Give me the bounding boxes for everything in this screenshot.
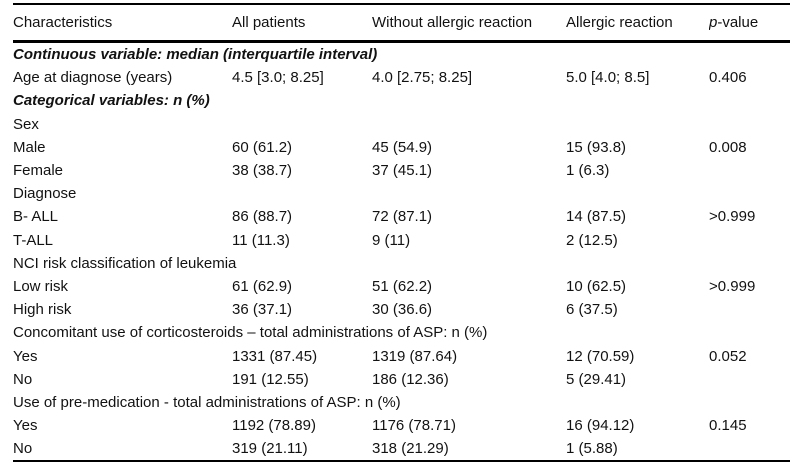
cell-all-patients: 319 (21.11) [232, 440, 308, 458]
table-row: No 191 (12.55) 186 (12.36) 5 (29.41) [13, 368, 790, 391]
cell-all-patients: 38 (38.7) [232, 162, 293, 180]
cell-without-allergic-reaction: 1319 (87.64) [372, 347, 458, 365]
cell-all-patients: 60 (61.2) [232, 138, 293, 156]
section-label: Concomitant use of corticosteroids – tot… [13, 324, 488, 342]
cell-characteristic: Yes [13, 347, 38, 365]
section-row: Categorical variables: n (%) [13, 89, 790, 112]
section-label: Continuous variable: median (interquarti… [13, 46, 378, 64]
cell-all-patients: 191 (12.55) [232, 370, 309, 388]
cell-allergic-reaction: 1 (6.3) [566, 162, 610, 180]
cell-characteristic: High risk [13, 301, 72, 319]
cell-characteristic: Male [13, 138, 46, 156]
section-row: Use of pre-medication - total administra… [13, 391, 790, 414]
cell-allergic-reaction: 6 (37.5) [566, 301, 618, 319]
cell-allergic-reaction: 15 (93.8) [566, 138, 627, 156]
table-row: Age at diagnose (years) 4.5 [3.0; 8.25] 4.… [13, 66, 790, 89]
characteristics-table: Characteristics All patients Without aller… [13, 3, 790, 463]
table-header-row: Characteristics All patients Without aller… [13, 4, 790, 42]
column-header-p-value: p-value [709, 14, 759, 31]
section-row: NCI risk classification of leukemia [13, 252, 790, 275]
cell-allergic-reaction: 5.0 [4.0; 8.5] [566, 69, 650, 87]
cell-all-patients: 61 (62.9) [232, 277, 293, 295]
cell-without-allergic-reaction: 30 (36.6) [372, 301, 433, 319]
section-label: Diagnose [13, 185, 77, 203]
cell-all-patients: 36 (37.1) [232, 301, 293, 319]
cell-all-patients: 86 (88.7) [232, 208, 293, 226]
cell-without-allergic-reaction: 72 (87.1) [372, 208, 433, 226]
cell-p-value [709, 298, 790, 321]
cell-without-allergic-reaction: 186 (12.36) [372, 370, 449, 388]
table-header: Characteristics All patients Without aller… [13, 4, 790, 42]
section-row: Sex [13, 113, 790, 136]
table-row: Low risk 61 (62.9) 51 (62.2) 10 (62.5) >0.99… [13, 275, 790, 298]
cell-characteristic: B- ALL [13, 208, 59, 226]
section-label: Categorical variables: n (%) [13, 92, 210, 110]
cell-all-patients: 1331 (87.45) [232, 347, 318, 365]
cell-all-patients: 11 (11.3) [232, 231, 290, 249]
cell-without-allergic-reaction: 318 (21.29) [372, 440, 449, 458]
section-label: NCI risk classification of leukemia [13, 254, 237, 272]
cell-allergic-reaction: 2 (12.5) [566, 231, 618, 249]
characteristics-table-container: Characteristics All patients Without aller… [13, 3, 790, 463]
cell-characteristic: Yes [13, 417, 38, 435]
cell-p-value: 0.052 [709, 347, 747, 365]
table-row: Yes 1331 (87.45) 1319 (87.64) 12 (70.59) 0.0… [13, 344, 790, 367]
column-header-characteristic: Characteristics [13, 14, 113, 31]
cell-without-allergic-reaction: 4.0 [2.75; 8.25] [372, 69, 473, 87]
cell-allergic-reaction: 10 (62.5) [566, 277, 627, 295]
cell-p-value: 0.145 [709, 417, 747, 435]
cell-p-value: 0.008 [709, 138, 747, 156]
column-header-allergic-reaction: Allergic reaction [566, 14, 673, 31]
cell-without-allergic-reaction: 45 (54.9) [372, 138, 433, 156]
cell-characteristic: T-ALL [13, 231, 54, 249]
cell-characteristic: No [13, 440, 33, 458]
table-body: Continuous variable: median (interquarti… [13, 42, 790, 462]
cell-all-patients: 4.5 [3.0; 8.25] [232, 69, 324, 87]
cell-p-value [709, 159, 790, 182]
cell-p-value [709, 229, 790, 252]
column-header-all-patients: All patients [232, 14, 306, 31]
cell-without-allergic-reaction: 37 (45.1) [372, 162, 433, 180]
cell-p-value: 0.406 [709, 69, 747, 87]
cell-p-value [709, 437, 790, 461]
section-row: Diagnose [13, 182, 790, 205]
section-row: Concomitant use of corticosteroids – tot… [13, 321, 790, 344]
section-label: Sex [13, 115, 39, 133]
cell-without-allergic-reaction: 51 (62.2) [372, 277, 433, 295]
cell-all-patients: 1192 (78.89) [232, 417, 316, 435]
cell-allergic-reaction: 1 (5.88) [566, 440, 618, 458]
table-row: High risk 36 (37.1) 30 (36.6) 6 (37.5) [13, 298, 790, 321]
table-row: Female 38 (38.7) 37 (45.1) 1 (6.3) [13, 159, 790, 182]
table-row: No 319 (21.11) 318 (21.29) 1 (5.88) [13, 437, 790, 461]
cell-without-allergic-reaction: 1176 (78.71) [372, 417, 456, 435]
column-header-without-allergic-reaction: Without allergic reaction [372, 14, 533, 31]
section-label: Use of pre-medication - total administra… [13, 393, 401, 411]
cell-allergic-reaction: 12 (70.59) [566, 347, 635, 365]
cell-allergic-reaction: 5 (29.41) [566, 370, 627, 388]
cell-without-allergic-reaction: 9 (11) [372, 231, 411, 249]
cell-p-value: >0.999 [709, 277, 756, 295]
cell-characteristic: Low risk [13, 277, 69, 295]
table-row: B- ALL 86 (88.7) 72 (87.1) 14 (87.5) >0.999 [13, 205, 790, 228]
cell-allergic-reaction: 14 (87.5) [566, 208, 627, 226]
table-row: Male 60 (61.2) 45 (54.9) 15 (93.8) 0.008 [13, 136, 790, 159]
cell-allergic-reaction: 16 (94.12) [566, 417, 635, 435]
cell-characteristic: Age at diagnose (years) [13, 69, 173, 87]
table-row: T-ALL 11 (11.3) 9 (11) 2 (12.5) [13, 229, 790, 252]
table-row: Yes 1192 (78.89) 1176 (78.71) 16 (94.12) 0.1… [13, 414, 790, 437]
cell-p-value: >0.999 [709, 208, 756, 226]
cell-characteristic: Female [13, 162, 64, 180]
section-row: Continuous variable: median (interquarti… [13, 42, 790, 67]
cell-characteristic: No [13, 370, 33, 388]
cell-p-value [709, 368, 790, 391]
